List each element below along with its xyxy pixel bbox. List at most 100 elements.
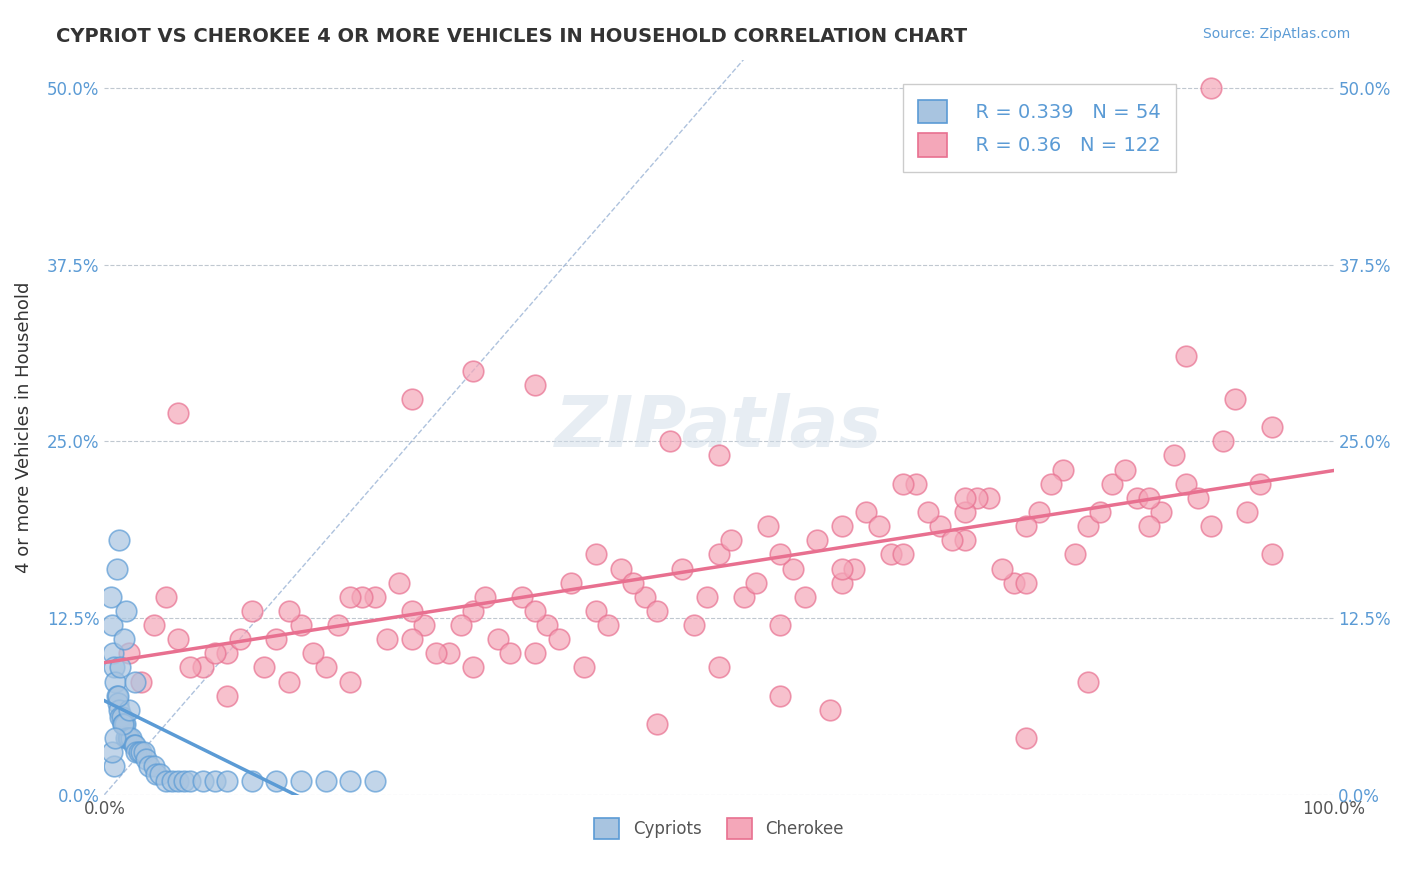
Point [1225,392,1247,406]
Point [425,646,447,660]
Point [110,710,132,724]
Point [966,491,988,505]
Point [794,590,817,604]
Point [290,773,312,788]
Point [499,646,522,660]
Point [647,717,669,731]
Point [769,618,792,632]
Point [204,646,226,660]
Point [1236,505,1258,519]
Point [217,646,239,660]
Point [122,738,145,752]
Point [1261,548,1284,562]
Point [621,575,644,590]
Point [217,689,239,703]
Point [167,773,190,788]
Point [1015,575,1038,590]
Point [105,561,128,575]
Point [831,561,853,575]
Point [413,618,436,632]
Point [1249,476,1271,491]
Point [1077,674,1099,689]
Point [1002,575,1025,590]
Point [115,604,138,618]
Point [191,660,214,674]
Point [450,618,472,632]
Point [118,731,141,746]
Point [111,717,134,731]
Point [110,660,132,674]
Point [112,632,135,647]
Point [1150,505,1173,519]
Point [160,773,183,788]
Point [401,604,423,618]
Point [844,561,866,575]
Point [953,505,976,519]
Point [375,632,398,647]
Point [401,632,423,647]
Point [880,548,903,562]
Point [253,660,276,674]
Point [536,618,558,632]
Point [707,548,730,562]
Point [111,717,134,731]
Point [1101,476,1123,491]
Point [217,773,239,788]
Point [609,561,631,575]
Point [1187,491,1209,505]
Point [461,604,484,618]
Point [129,745,152,759]
Point [671,561,693,575]
Point [572,660,595,674]
Point [1028,505,1050,519]
Point [142,759,165,773]
Point [302,646,325,660]
Point [290,618,312,632]
Point [523,377,546,392]
Point [1015,731,1038,746]
Point [112,717,135,731]
Point [401,392,423,406]
Point [634,590,657,604]
Point [120,731,142,746]
Point [745,575,768,590]
Point [990,561,1012,575]
Point [103,759,125,773]
Point [891,476,914,491]
Point [315,660,337,674]
Point [339,674,361,689]
Point [104,674,127,689]
Point [437,646,460,660]
Point [155,773,177,788]
Point [100,590,122,604]
Point [461,660,484,674]
Point [364,773,387,788]
Point [1137,519,1160,533]
Point [1052,462,1074,476]
Point [179,773,201,788]
Point [138,759,160,773]
Point [339,773,361,788]
Point [831,519,853,533]
Point [585,604,607,618]
Point [647,604,669,618]
Point [204,773,226,788]
Point [388,575,411,590]
Point [769,548,792,562]
Point [474,590,496,604]
Point [108,703,131,717]
Point [953,491,976,505]
Point [683,618,706,632]
Point [315,773,337,788]
Point [733,590,755,604]
Point [129,674,152,689]
Point [114,717,136,731]
Point [266,632,288,647]
Point [1114,462,1136,476]
Point [107,689,129,703]
Point [125,745,148,759]
Point [769,689,792,703]
Point [696,590,718,604]
Point [124,674,146,689]
Point [560,575,582,590]
